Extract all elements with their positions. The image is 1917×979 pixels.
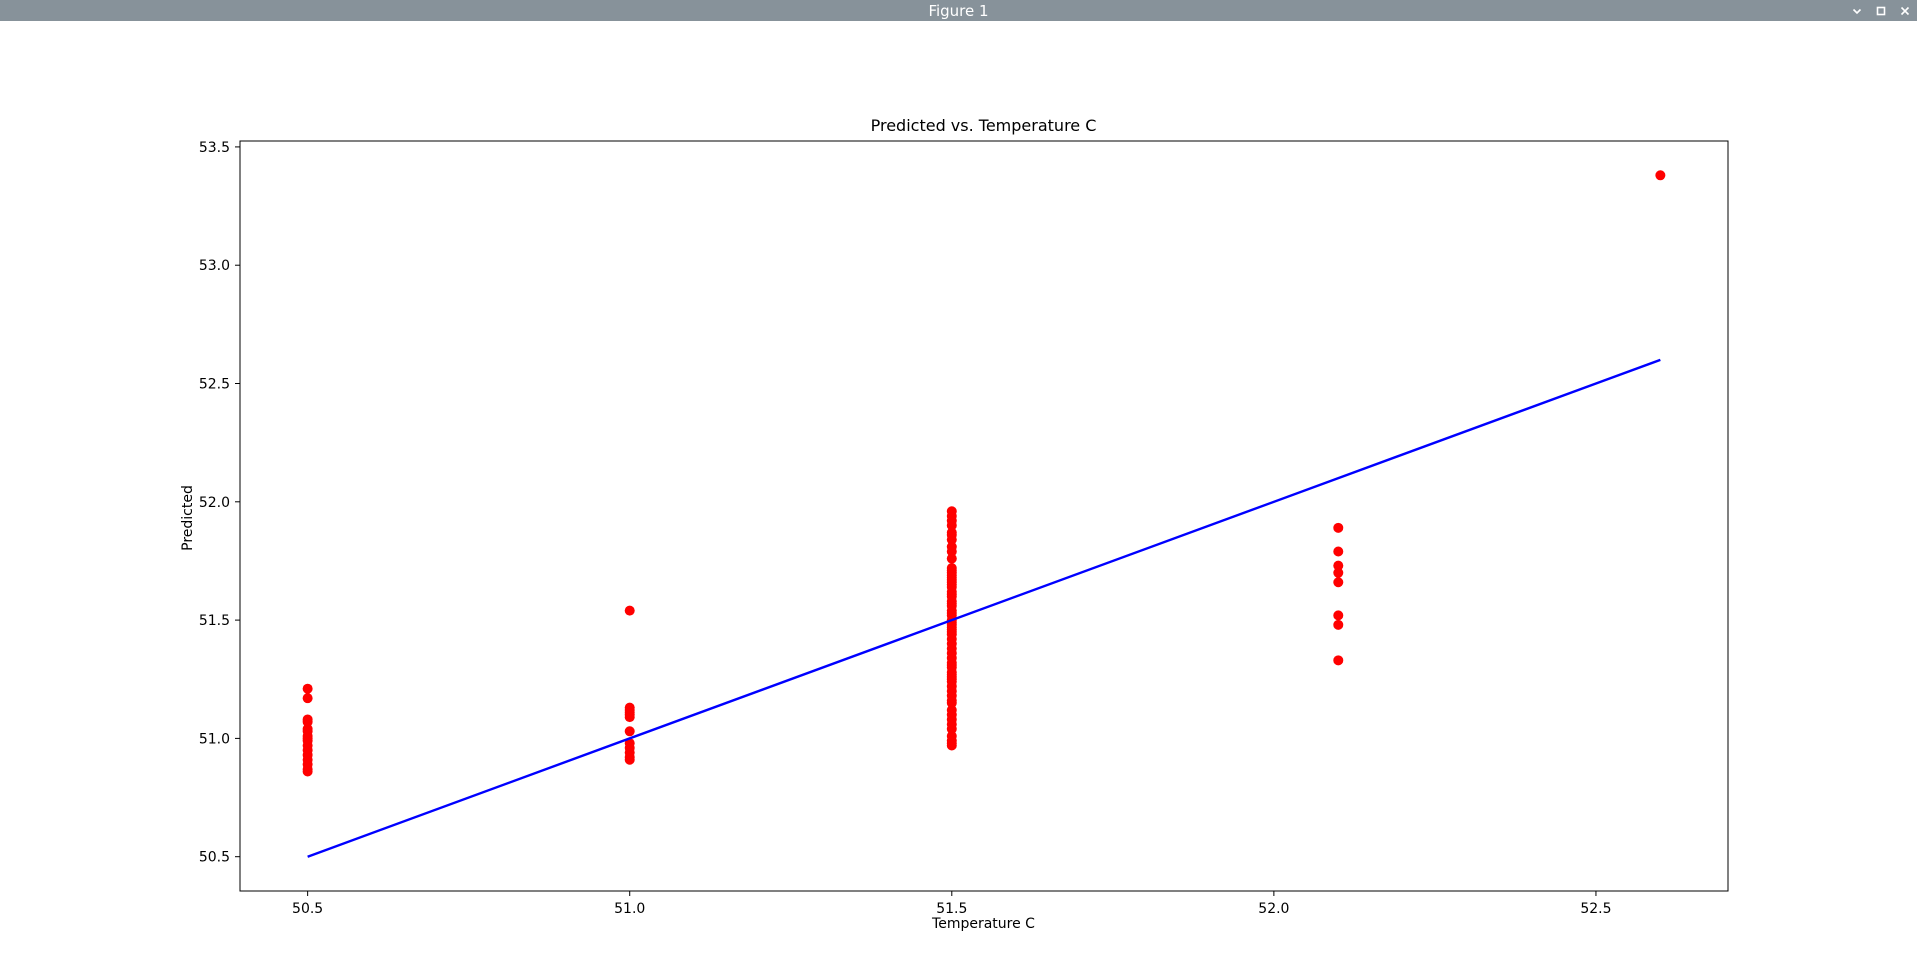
y-tick-label: 52.5	[199, 377, 230, 393]
data-point	[946, 598, 957, 609]
minimize-button[interactable]	[1845, 0, 1869, 21]
data-point	[946, 589, 957, 600]
window-controls	[1845, 0, 1917, 21]
x-tick-label: 51.0	[614, 901, 645, 917]
data-point	[946, 697, 957, 708]
x-tick-label: 50.5	[292, 901, 323, 917]
data-point	[624, 754, 635, 765]
data-point	[624, 712, 635, 723]
close-icon	[1900, 6, 1910, 15]
scatter-chart: Predicted vs. Temperature C 50.5 51.0 51.5…	[180, 116, 1729, 932]
y-tick-label: 50.5	[199, 850, 230, 866]
data-point	[1333, 546, 1344, 557]
y-axis-label: Predicted	[180, 485, 196, 551]
close-button[interactable]	[1893, 0, 1917, 21]
figure-canvas: Predicted vs. Temperature C 50.5 51.0 51.5…	[0, 21, 1917, 975]
data-point	[946, 520, 957, 531]
data-point	[302, 683, 313, 694]
y-tick-label: 53.0	[199, 258, 230, 274]
data-point	[946, 553, 957, 564]
x-tick-label: 52.5	[1580, 901, 1611, 917]
data-point	[1333, 560, 1344, 571]
data-point	[946, 608, 957, 619]
x-axis-label: Temperature C	[931, 916, 1035, 932]
data-point	[946, 546, 957, 557]
y-tick-label: 53.5	[199, 140, 230, 156]
chevron-down-icon	[1852, 8, 1862, 14]
data-point	[1333, 577, 1344, 588]
axes-frame	[239, 140, 1729, 892]
chart-title: Predicted vs. Temperature C	[871, 116, 1097, 135]
y-tick-label: 52.0	[199, 495, 230, 511]
data-point	[946, 660, 957, 671]
data-point	[624, 605, 635, 616]
data-point	[1333, 619, 1344, 630]
data-point	[1333, 567, 1344, 578]
data-point	[946, 565, 957, 576]
data-point	[302, 716, 313, 727]
window-titlebar[interactable]: Figure 1	[0, 0, 1917, 21]
data-point	[1333, 655, 1344, 666]
data-point	[624, 726, 635, 737]
x-tick-label: 52.0	[1258, 901, 1289, 917]
y-tick-label: 51.0	[199, 731, 230, 747]
data-point	[946, 669, 957, 680]
data-point	[1655, 170, 1666, 181]
data-point	[1333, 522, 1344, 533]
fit-line	[307, 358, 1661, 858]
window-title: Figure 1	[928, 1, 989, 20]
maximize-icon	[1876, 6, 1886, 15]
data-point	[946, 534, 957, 545]
plot-area: 50.5 51.0 51.5 52.0 52.5 50.5 51.0 51.5 52.0 52.5…	[199, 140, 1729, 917]
data-point	[946, 723, 957, 734]
data-point	[302, 766, 313, 777]
data-point	[1333, 610, 1344, 621]
maximize-button[interactable]	[1869, 0, 1893, 21]
data-point	[302, 693, 313, 704]
data-point	[946, 740, 957, 751]
x-tick-label: 51.5	[936, 901, 967, 917]
y-tick-label: 51.5	[199, 613, 230, 629]
